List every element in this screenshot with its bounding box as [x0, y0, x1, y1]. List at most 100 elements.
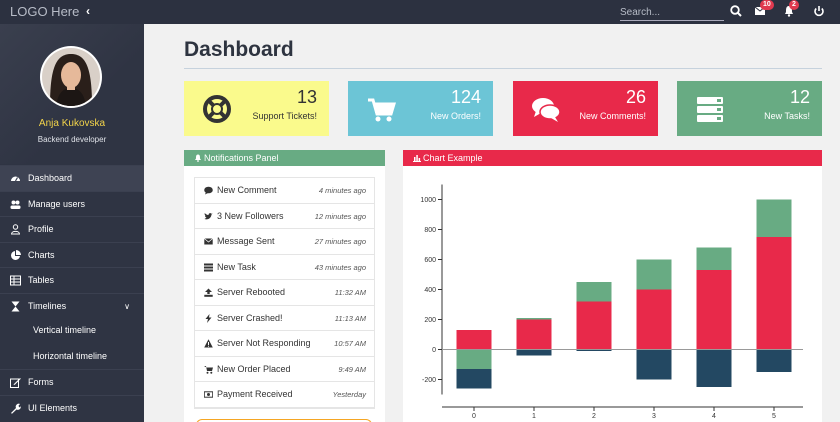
- stat-card-new-comments[interactable]: 26 New Comments!: [513, 81, 658, 136]
- y-tick-label: 400: [424, 287, 436, 294]
- user-role: Backend developer: [37, 135, 107, 144]
- sidebar-menu: Dashboard Manage users Profile Charts Ta…: [0, 165, 144, 420]
- stat-card-support-tickets[interactable]: 13 Support Tickets!: [184, 81, 329, 136]
- sidebar-item-vertical-timeline[interactable]: Vertical timeline: [0, 318, 144, 344]
- sidebar-toggle-button[interactable]: ‹: [86, 4, 90, 18]
- notifications-list: New Comment 4 minutes ago 3 New Follower…: [194, 177, 375, 409]
- notification-text: New Order Placed: [217, 363, 291, 374]
- sidebar-item-dashboard[interactable]: Dashboard: [0, 165, 144, 191]
- cart-icon: [204, 365, 213, 374]
- sidebar-item-horizontal-timeline[interactable]: Horizontal timeline: [0, 344, 144, 370]
- notifications-panel: New Comment 4 minutes ago 3 New Follower…: [184, 166, 385, 422]
- notification-text: New Task: [217, 261, 256, 272]
- notifications-button[interactable]: 2: [783, 0, 799, 18]
- wrench-icon: [11, 403, 21, 414]
- money-icon: [204, 391, 213, 398]
- list-item[interactable]: New Comment 4 minutes ago: [195, 178, 374, 204]
- bar: [756, 199, 792, 237]
- panel-title: Chart Example: [423, 153, 483, 163]
- sidebar-item-label: Dashboard: [28, 173, 73, 183]
- list-item[interactable]: Server Crashed! 11:13 AM: [195, 306, 374, 331]
- notification-time: 11:13 AM: [334, 313, 366, 323]
- y-tick-label: 0: [432, 347, 436, 354]
- messages-badge: 10: [760, 0, 774, 10]
- comments-icon: [532, 98, 561, 122]
- cart-icon: [368, 98, 396, 122]
- sidebar-item-label: Timelines: [28, 300, 67, 311]
- dashboard-icon: [11, 176, 20, 182]
- stat-value: 124: [450, 87, 481, 107]
- sidebar: Anja Kukovska Backend developer Dashboar…: [0, 24, 144, 422]
- notification-time: 11:32 AM: [334, 288, 366, 297]
- search-input[interactable]: [620, 5, 724, 21]
- page-title: Dashboard: [184, 38, 294, 61]
- user-icon: [10, 224, 21, 235]
- bar: [456, 330, 492, 350]
- notification-time: Yesterday: [332, 390, 366, 399]
- list-item[interactable]: New Order Placed 9:49 AM: [195, 357, 374, 382]
- list-item[interactable]: New Task 43 minutes ago: [195, 255, 374, 280]
- power-icon[interactable]: [812, 4, 826, 18]
- sidebar-item-label: Profile: [28, 224, 54, 234]
- sidebar-item-label: Vertical timeline: [33, 325, 97, 335]
- sidebar-item-ui-elements[interactable]: UI Elements: [0, 394, 144, 421]
- x-tick-label: 0: [472, 413, 476, 420]
- list-item[interactable]: Server Not Responding 10:57 AM: [195, 331, 374, 357]
- tasks-icon: [697, 97, 723, 122]
- stat-card-new-orders[interactable]: 124 New Orders!: [348, 81, 493, 136]
- logo[interactable]: LOGO Here: [10, 4, 80, 19]
- y-tick-label: 200: [424, 317, 436, 324]
- envelope-icon: [204, 238, 213, 245]
- x-tick-label: 2: [592, 413, 596, 420]
- list-item[interactable]: Message Sent 27 minutes ago: [195, 229, 374, 255]
- user-photo: [42, 48, 100, 106]
- chevron-down-icon: ∨: [124, 301, 130, 311]
- sidebar-item-timelines[interactable]: Timelines ∨: [0, 292, 144, 319]
- top-bar: LOGO Here ‹ 10 2: [0, 0, 840, 24]
- bar: [456, 369, 492, 389]
- bell-icon: [195, 154, 201, 162]
- notification-time: 43 minutes ago: [314, 262, 366, 272]
- x-tick-label: 4: [712, 413, 716, 420]
- bar: [456, 349, 492, 369]
- notification-text: Server Rebooted: [217, 287, 286, 297]
- bar: [636, 259, 672, 290]
- bar: [696, 270, 732, 350]
- notification-text: Server Crashed!: [217, 312, 283, 323]
- list-item[interactable]: Payment Received Yesterday: [195, 382, 374, 408]
- stat-value: 26: [625, 87, 646, 107]
- y-tick-label: -200: [422, 377, 436, 384]
- sidebar-item-profile[interactable]: Profile: [0, 216, 144, 242]
- hourglass-icon: [11, 301, 20, 311]
- title-divider: [184, 68, 822, 69]
- search-icon[interactable]: [729, 4, 743, 18]
- sidebar-item-manage-users[interactable]: Manage users: [0, 190, 144, 217]
- list-item[interactable]: 3 New Followers 12 minutes ago: [195, 204, 374, 229]
- chart-panel-header: Chart Example: [403, 150, 822, 166]
- notification-text: Server Not Responding: [217, 338, 311, 348]
- list-item[interactable]: Server Rebooted 11:32 AM: [195, 280, 374, 306]
- notification-time: 12 minutes ago: [314, 211, 366, 221]
- sidebar-item-charts[interactable]: Charts: [0, 241, 144, 268]
- twitter-icon: [204, 212, 213, 219]
- stat-value: 12: [789, 87, 810, 107]
- notification-time: 27 minutes ago: [314, 237, 366, 246]
- user-name: Anja Kukovska: [38, 118, 106, 129]
- sidebar-item-label: Horizontal timeline: [33, 350, 108, 361]
- edit-icon: [10, 378, 21, 388]
- notification-text: Message Sent: [217, 236, 275, 246]
- sidebar-item-label: Manage users: [28, 198, 86, 209]
- messages-button[interactable]: 10: [754, 0, 774, 18]
- notification-time: 9:49 AM: [338, 364, 366, 374]
- sidebar-item-tables[interactable]: Tables: [0, 267, 144, 293]
- stat-label: New Orders!: [430, 111, 481, 121]
- bar: [576, 349, 612, 351]
- bar: [696, 247, 732, 270]
- y-tick-label: 600: [424, 257, 436, 264]
- avatar[interactable]: [40, 46, 102, 108]
- stacked-bar-chart: -200 0 200 400 600 800 1000 0 1 2 3 4 5: [420, 184, 803, 420]
- sidebar-item-forms[interactable]: Forms: [0, 369, 144, 395]
- sidebar-item-label: Charts: [28, 249, 55, 260]
- notification-time: 10:57 AM: [334, 339, 366, 348]
- stat-card-new-tasks[interactable]: 12 New Tasks!: [677, 81, 822, 136]
